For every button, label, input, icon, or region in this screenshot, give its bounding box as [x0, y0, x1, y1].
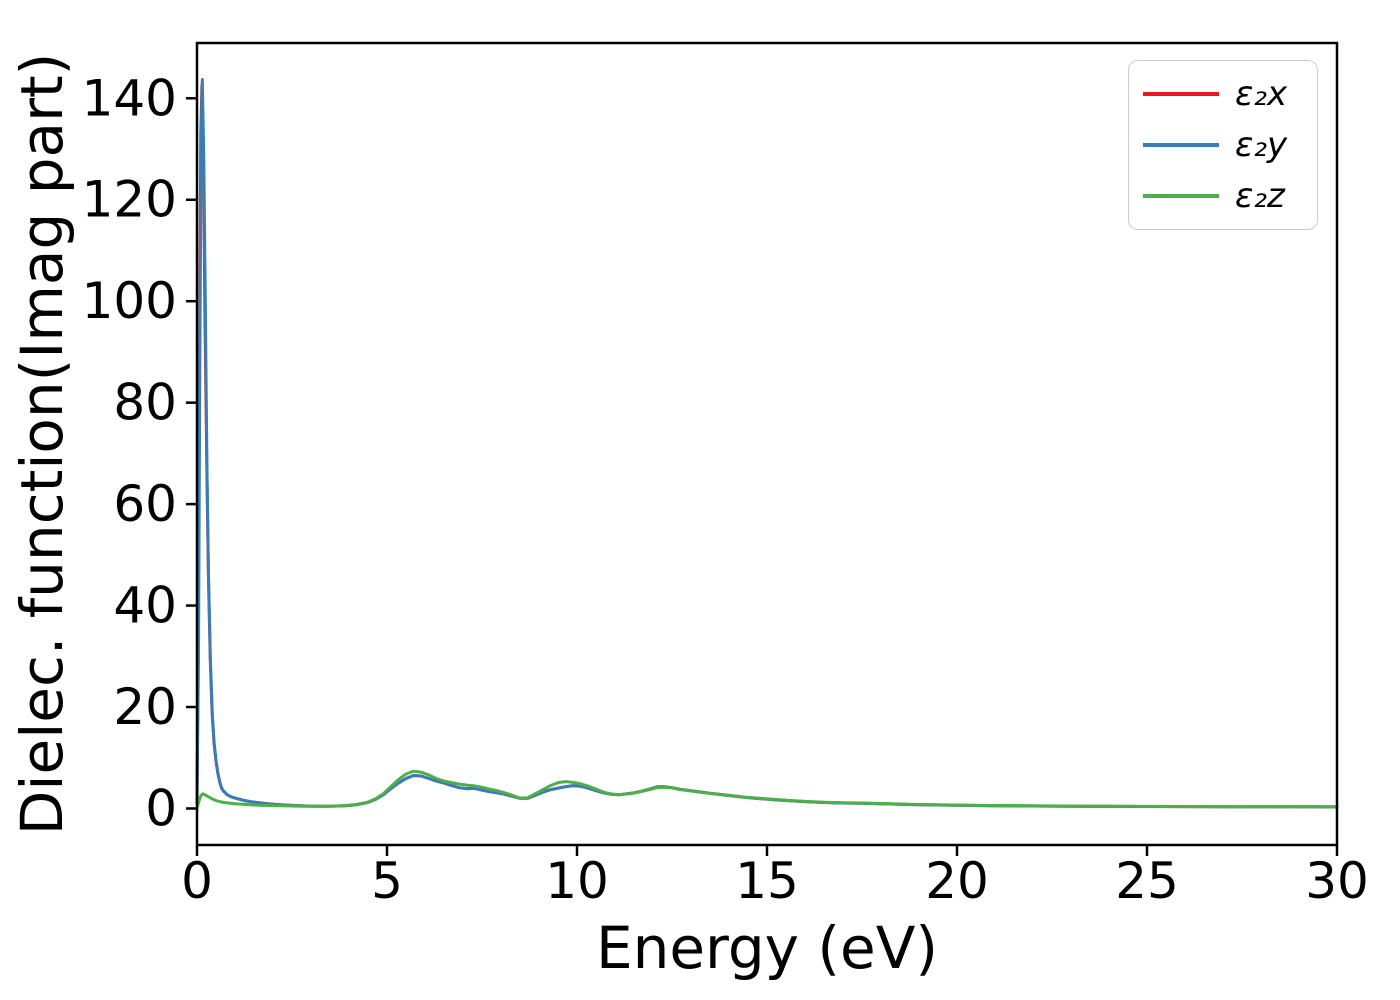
legend-box: ε₂x ε₂y ε₂z: [1128, 60, 1318, 230]
legend-line-sample-e2x: [1143, 92, 1219, 97]
x-tick-label-0: 0: [181, 852, 213, 910]
x-tick-label-30: 30: [1305, 852, 1369, 910]
y-tick-label-140: 140: [82, 69, 177, 127]
legend-line-sample-e2y: [1143, 142, 1219, 147]
legend-label-e2z: ε₂z: [1235, 175, 1285, 216]
y-tick-label-120: 120: [82, 171, 177, 229]
legend-label-e2y: ε₂y: [1235, 124, 1288, 165]
legend-line-sample-e2z: [1143, 193, 1219, 198]
x-tick-label-10: 10: [545, 852, 609, 910]
y-tick-label-40: 40: [113, 577, 177, 635]
legend-label-e2x: ε₂x: [1235, 74, 1288, 115]
y-tick-label-80: 80: [113, 374, 177, 432]
series-line-2-e2z: [195, 769, 1339, 809]
y-tick-label-100: 100: [82, 272, 177, 330]
x-tick-label-5: 5: [371, 852, 403, 910]
x-tick-label-15: 15: [735, 852, 799, 910]
y-axis-label: Dielec. function(Imag part): [8, 53, 76, 836]
plot-frame: [195, 41, 1339, 847]
legend-entry-e2z: ε₂z: [1129, 173, 1317, 219]
legend-entry-e2x: ε₂x: [1129, 71, 1317, 117]
x-axis-label: Energy (eV): [596, 914, 938, 982]
x-tick-label-25: 25: [1115, 852, 1179, 910]
y-tick-label-60: 60: [113, 475, 177, 533]
y-tick-label-20: 20: [113, 678, 177, 736]
y-tick-label-0: 0: [145, 779, 177, 837]
legend-entry-e2y: ε₂y: [1129, 122, 1317, 168]
x-tick-label-20: 20: [925, 852, 989, 910]
